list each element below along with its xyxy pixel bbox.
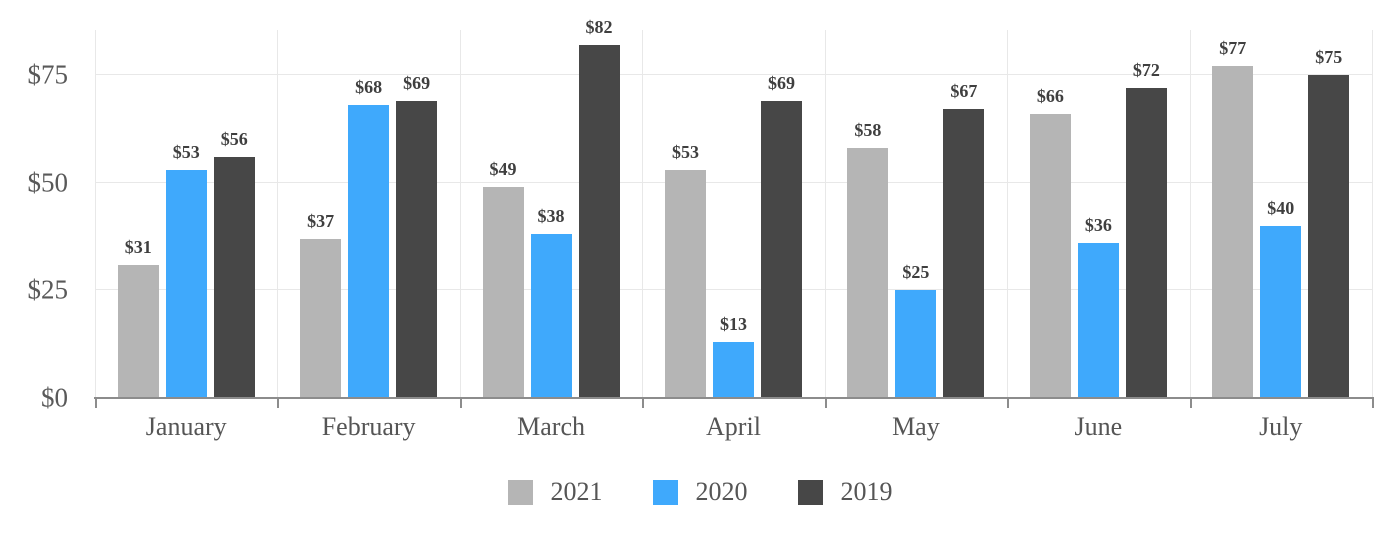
plot-area: $31 $53 $56 $37 $68 $69 $49 $38 $82 $53 $13 $69 $58 $… (95, 17, 1373, 398)
legend-label: 2021 (550, 477, 603, 506)
bar-value-label: $31 (124, 236, 152, 257)
bar-value-label: $40 (1267, 197, 1295, 218)
bar-2021-april[interactable]: $53 (664, 142, 706, 398)
bar-2020-june[interactable]: $36 (1077, 215, 1119, 398)
y-tick-label: $50 (27, 167, 69, 198)
bar-2020-january[interactable]: $53 (165, 142, 207, 398)
bar-value-label: $56 (220, 128, 248, 149)
bar-2019-april[interactable]: $69 (760, 73, 802, 398)
bar-2019-june[interactable]: $72 (1125, 60, 1167, 398)
vertical-gridline (1189, 30, 1191, 398)
bar-value-label: $69 (767, 72, 795, 93)
bar-value-label: $37 (307, 210, 335, 231)
bar-2021-may[interactable]: $58 (847, 120, 889, 398)
legend-swatch-2020 (652, 479, 678, 505)
y-tick-label: $75 (27, 59, 69, 90)
x-axis-tick (277, 399, 280, 408)
bar-2019-february[interactable]: $69 (396, 73, 438, 398)
bar-2020-july[interactable]: $40 (1260, 198, 1302, 398)
bar-2021-february[interactable]: $37 (300, 211, 342, 398)
bar-2019-may[interactable]: $67 (943, 81, 985, 398)
vertical-gridline (95, 30, 96, 398)
bar-value-label: $53 (172, 141, 200, 162)
x-category-label-june: June (1074, 412, 1123, 441)
bar-2019-january[interactable]: $56 (213, 129, 255, 398)
bar-value-label: $68 (355, 77, 383, 98)
horizontal-gridline (95, 289, 1372, 291)
bar-value-label: $25 (902, 262, 930, 283)
bar-2019-march[interactable]: $82 (578, 17, 620, 398)
x-category-label-february: February (321, 412, 416, 441)
bar-group-may: $58 $25 $67 (825, 30, 1007, 398)
x-category-label-april: April (706, 412, 761, 441)
bar-group-july: $77 $40 $75 (1190, 30, 1372, 398)
x-category-label-july: July (1259, 412, 1303, 441)
bar-group-february: $37 $68 $69 (277, 30, 459, 398)
legend-label: 2019 (840, 477, 893, 506)
x-axis-tick (1007, 399, 1010, 408)
bar-value-label: $69 (403, 72, 431, 93)
legend-item-2021[interactable]: 2021 (507, 477, 603, 506)
legend-swatch-2021 (507, 479, 533, 505)
bar-2021-march[interactable]: $49 (482, 159, 524, 398)
bar-value-label: $58 (854, 120, 882, 141)
legend: 2021 2020 2019 (0, 479, 1400, 505)
x-category-label-march: March (517, 412, 585, 441)
x-axis-tick (459, 399, 462, 408)
bar-value-label: $13 (719, 314, 747, 335)
bar-value-label: $75 (1315, 47, 1343, 68)
bar-2019-july[interactable]: $75 (1308, 47, 1350, 398)
bar-value-label: $72 (1132, 59, 1160, 80)
bar-2020-february[interactable]: $68 (348, 77, 390, 398)
vertical-gridline (824, 30, 826, 398)
x-category-label-january: January (145, 412, 227, 441)
x-axis-tick (1372, 399, 1374, 408)
legend-item-2019[interactable]: 2019 (797, 477, 893, 506)
bar-2020-may[interactable]: $25 (895, 262, 937, 398)
bar-value-label: $38 (537, 206, 565, 227)
y-axis-labels: $0 $25 $50 $75 (0, 30, 78, 411)
vertical-gridline (1372, 30, 1373, 398)
bar-groups: $31 $53 $56 $37 $68 $69 $49 $38 $82 $53 $13 $69 $58 $… (95, 17, 1372, 398)
horizontal-gridline (95, 181, 1372, 183)
vertical-gridline (1007, 30, 1009, 398)
vertical-gridline (459, 30, 461, 398)
bar-value-label: $53 (671, 141, 699, 162)
legend-item-2020[interactable]: 2020 (652, 477, 748, 506)
bar-value-label: $77 (1219, 38, 1247, 59)
vertical-gridline (277, 30, 279, 398)
bar-value-label: $36 (1084, 214, 1112, 235)
x-axis-tick (824, 399, 827, 408)
bar-2020-april[interactable]: $13 (712, 314, 754, 398)
bar-group-january: $31 $53 $56 (95, 30, 277, 398)
x-category-label-may: May (892, 412, 940, 441)
legend-swatch-2019 (797, 479, 823, 505)
x-axis-line (94, 397, 1374, 399)
bar-2021-july[interactable]: $77 (1212, 38, 1254, 398)
bar-2021-june[interactable]: $66 (1029, 86, 1071, 398)
legend-label: 2020 (695, 477, 748, 506)
bar-value-label: $82 (585, 16, 613, 37)
bar-value-label: $66 (1036, 85, 1064, 106)
bar-group-april: $53 $13 $69 (642, 30, 824, 398)
x-axis-tick (642, 399, 645, 408)
bar-value-label: $49 (489, 158, 517, 179)
bar-group-june: $66 $36 $72 (1007, 30, 1189, 398)
bar-2020-march[interactable]: $38 (530, 206, 572, 398)
horizontal-gridline (95, 74, 1372, 76)
x-axis-tick (1189, 399, 1192, 408)
y-tick-label: $0 (41, 382, 68, 413)
y-tick-label: $25 (27, 274, 69, 305)
vertical-gridline (642, 30, 644, 398)
x-axis-labels: January February March April May June July (95, 411, 1372, 443)
bar-group-march: $49 $38 $82 (460, 17, 642, 398)
bar-value-label: $67 (950, 81, 978, 102)
x-axis-tick (95, 399, 97, 408)
bar-2021-january[interactable]: $31 (117, 237, 159, 398)
